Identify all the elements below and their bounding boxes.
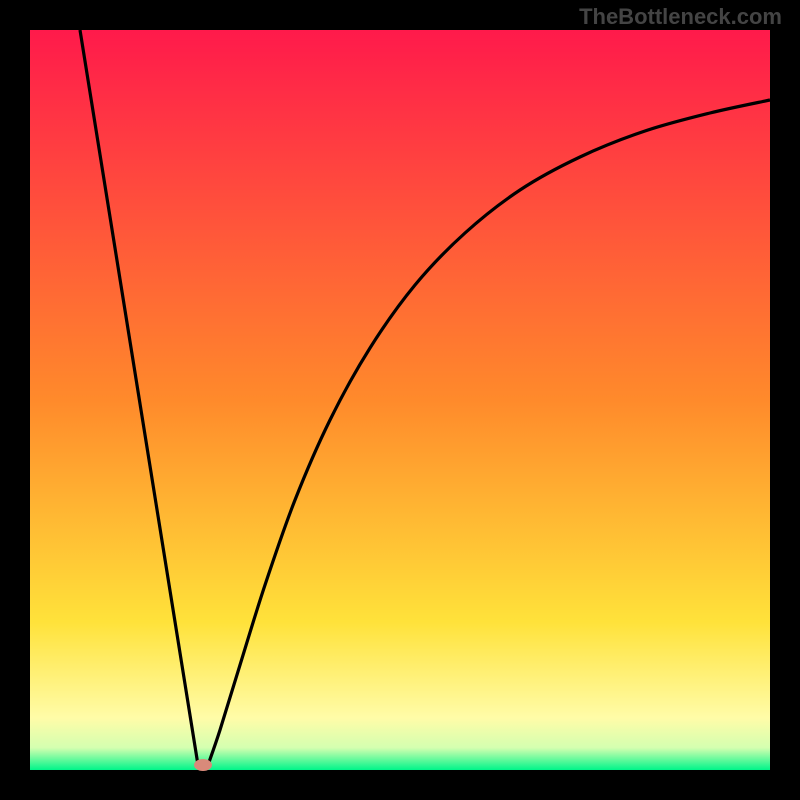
plot-area bbox=[30, 30, 770, 770]
curve-right bbox=[208, 100, 770, 765]
watermark-text: TheBottleneck.com bbox=[579, 4, 782, 30]
curve-svg bbox=[30, 30, 770, 770]
vertex-marker bbox=[194, 759, 212, 771]
curve-left bbox=[80, 30, 198, 765]
